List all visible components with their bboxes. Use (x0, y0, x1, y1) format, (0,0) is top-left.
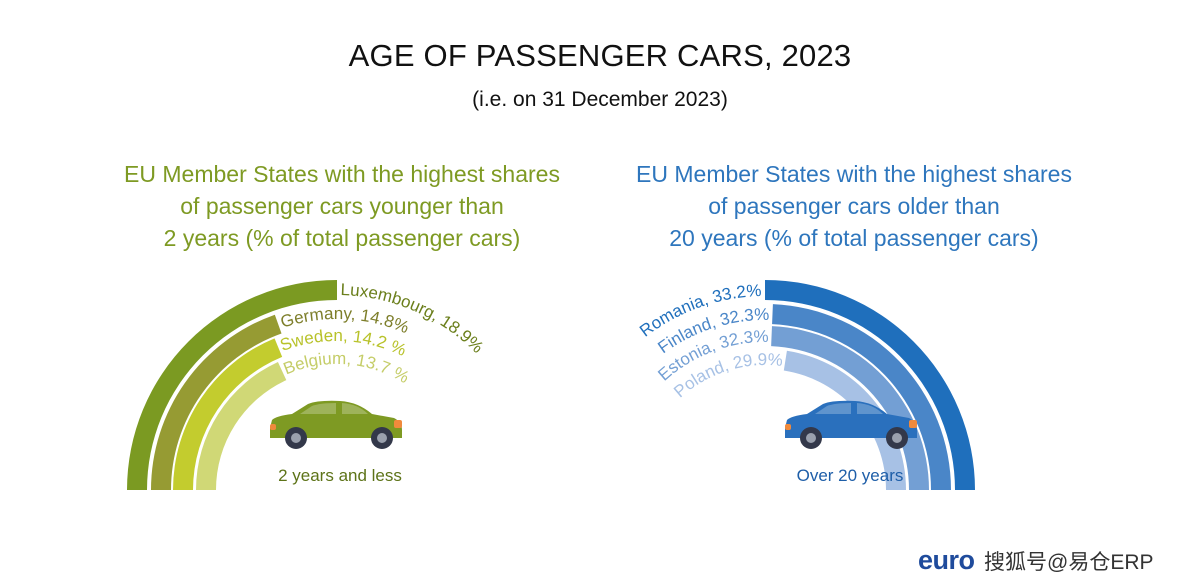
bar-luxembourg (127, 280, 337, 490)
left-panel-title: EU Member States with the highest shares… (124, 161, 560, 251)
bar-finland (772, 304, 951, 490)
bar-estonia (771, 326, 929, 490)
panel-1: Romania, 33.2%Finland, 32.3%Estonia, 32.… (636, 280, 975, 490)
chart-title: AGE OF PASSENGER CARS, 2023 (348, 38, 852, 73)
car-icon (270, 400, 402, 449)
chart-subtitle: (i.e. on 31 December 2023) (472, 88, 728, 111)
eurostat-logo: euro (918, 545, 975, 575)
right-panel-title: EU Member States with the highest shares… (636, 161, 1072, 251)
bar-belgium (196, 361, 287, 490)
bar-sweden (173, 338, 283, 490)
watermark-text: 搜狐号@易仓ERP (980, 546, 1158, 576)
bar-romania (765, 280, 975, 490)
bar-germany (151, 314, 282, 490)
car-icon (785, 400, 917, 449)
right-panel-caption: Over 20 years (796, 466, 904, 485)
left-panel-caption: 2 years and less (278, 466, 402, 485)
